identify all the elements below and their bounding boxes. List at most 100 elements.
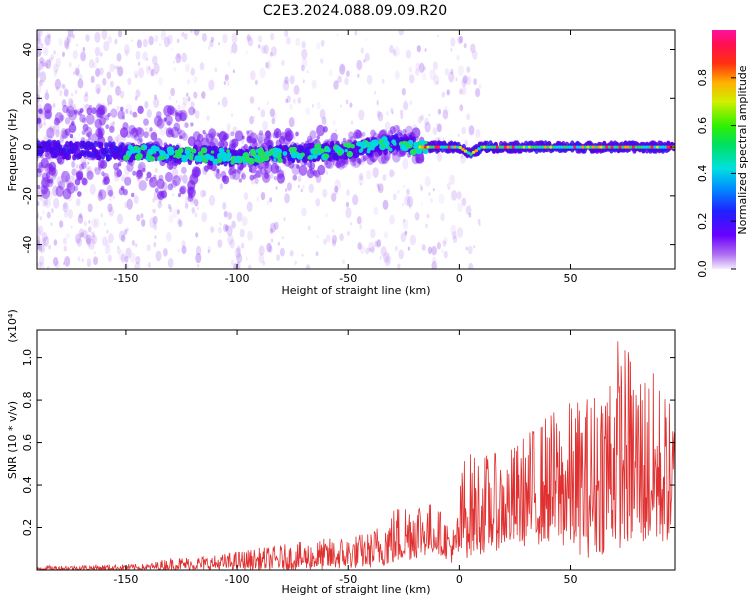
spectrogram-blob xyxy=(138,180,147,191)
spectrogram-ridge-cell xyxy=(562,145,567,149)
spectrogram-noise-blob xyxy=(461,78,467,88)
spectrogram-noise-blob xyxy=(95,68,101,77)
spectrogram-noise-blob xyxy=(74,89,78,95)
spectrogram-noise-blob xyxy=(258,136,263,145)
spectrogram-band-cell xyxy=(66,153,72,160)
spectrogram-peak-blob xyxy=(135,148,141,154)
spectrogram-blob xyxy=(173,122,181,132)
spectrogram-ridge-cell xyxy=(525,145,529,149)
spectrogram-blob xyxy=(277,169,284,179)
spectrogram-ridge-cell xyxy=(538,145,543,149)
spectrogram-noise-blob xyxy=(273,112,277,119)
spectrogram-blob xyxy=(128,124,136,135)
spectrogram-noise-blob xyxy=(218,101,220,106)
spectrogram-noise-blob xyxy=(116,105,120,111)
spectrogram-peak-blob xyxy=(159,150,166,157)
spectrogram-blob xyxy=(137,137,143,145)
spectrogram-noise-blob xyxy=(350,120,354,125)
spectrogram-blob xyxy=(71,120,75,126)
spectrogram-noise-blob xyxy=(284,193,290,204)
spectrogram-noise-blob xyxy=(42,115,46,122)
spectrogram-ridge-cell xyxy=(575,145,580,149)
spectrogram-noise-blob xyxy=(59,89,63,97)
spectrogram-noise-blob xyxy=(377,183,384,194)
spectrogram-noise-blob xyxy=(397,263,401,269)
spectrogram-blob xyxy=(78,163,85,171)
spectrogram-noise-blob xyxy=(39,216,43,221)
spectrogram-noise-blob xyxy=(450,37,456,47)
spectrogram-noise-blob xyxy=(108,206,115,217)
spectrogram-blob xyxy=(49,178,53,184)
spectrogram-noise-blob xyxy=(155,250,162,262)
spectrogram-noise-blob xyxy=(404,195,411,207)
spectrogram-peak-blob xyxy=(409,149,417,156)
spectrogram-noise-blob xyxy=(473,245,476,249)
spectrogram-blob xyxy=(137,105,144,115)
spectrogram-noise-blob xyxy=(85,34,90,42)
spectrogram-noise-blob xyxy=(37,67,41,79)
spectrogram-noise-blob xyxy=(225,167,228,171)
spectrogram-noise-blob xyxy=(67,97,74,108)
spectrogram-noise-blob xyxy=(456,191,462,200)
spectrogram-blob xyxy=(37,167,42,174)
spectrogram-blob xyxy=(353,129,362,140)
spectrogram-blob xyxy=(218,140,225,149)
spectrogram-ridge-cell xyxy=(522,145,527,149)
spectrogram-noise-blob xyxy=(77,78,84,89)
colorbar-gradient xyxy=(712,30,736,269)
spectrogram-blob xyxy=(150,131,158,141)
spectrogram-blob xyxy=(190,122,194,127)
spectrogram-noise-blob xyxy=(71,160,76,168)
spectrogram-blob xyxy=(149,177,154,183)
spectrogram-noise-blob xyxy=(176,209,180,215)
spectrogram-noise-blob xyxy=(228,212,233,220)
spectrogram-noise-blob xyxy=(148,35,154,46)
spectrogram-noise-blob xyxy=(195,232,199,238)
spectrogram-noise-blob xyxy=(332,239,336,247)
spectrogram-ridge-cell xyxy=(413,145,417,149)
spectrogram-noise-blob xyxy=(433,74,440,86)
spectrogram-noise-blob xyxy=(137,61,141,66)
spectrogram-noise-blob xyxy=(163,36,170,48)
spectrogram-noise-blob xyxy=(409,74,415,84)
spectrogram-ridge-cell xyxy=(482,145,487,149)
spectrogram-noise-blob xyxy=(37,122,41,133)
spectrogram-noise-blob xyxy=(230,113,234,118)
spectrogram-noise-blob xyxy=(383,231,389,239)
spectrogram-blob xyxy=(230,131,235,137)
spectrogram-noise-blob xyxy=(190,198,195,206)
spectrogram-noise-blob xyxy=(475,129,481,138)
spectrogram-noise-blob xyxy=(38,121,43,129)
spectrogram-noise-blob xyxy=(258,253,265,264)
spectrogram-noise-blob xyxy=(46,211,51,219)
spectrogram-noise-blob xyxy=(51,208,54,214)
spectrogram-noise-blob xyxy=(398,30,405,36)
spectrogram-noise-blob xyxy=(312,104,314,108)
spectrogram-blob xyxy=(273,128,282,139)
spectrogram-noise-blob xyxy=(335,128,337,133)
spectrogram-noise-blob xyxy=(48,244,51,250)
spectrogram-noise-blob xyxy=(92,62,97,69)
spectrogram-blob xyxy=(255,169,263,178)
spectrogram-x-ticks: -150 -100 -50 0 50 xyxy=(113,30,578,285)
spectrogram-blob xyxy=(215,172,222,180)
spectrogram-ridge-cell xyxy=(447,145,452,149)
spectrogram-band-cell xyxy=(330,140,335,148)
spectrogram-noise-blob xyxy=(194,199,199,207)
spectrogram-peak-blob xyxy=(234,157,240,164)
spectrogram-noise-blob xyxy=(311,79,317,89)
spectrogram-noise-blob xyxy=(297,97,302,104)
spectrogram-peak-blob xyxy=(167,148,175,156)
spectrogram-noise-blob xyxy=(241,216,248,227)
spectrogram-blob xyxy=(171,161,178,170)
spectrogram-band-cell xyxy=(335,154,340,162)
spectrogram-noise-blob xyxy=(340,104,342,108)
spectrogram-noise-blob xyxy=(155,71,158,76)
spectrogram-blob xyxy=(120,185,125,191)
spectrogram-blob xyxy=(61,170,70,183)
spectrogram-blob xyxy=(243,143,249,151)
spectrogram-noise-blob xyxy=(431,245,437,256)
spectrogram-noise-blob xyxy=(53,256,59,267)
spectrogram-noise-blob xyxy=(50,54,54,61)
spectrogram-blob xyxy=(101,171,105,176)
